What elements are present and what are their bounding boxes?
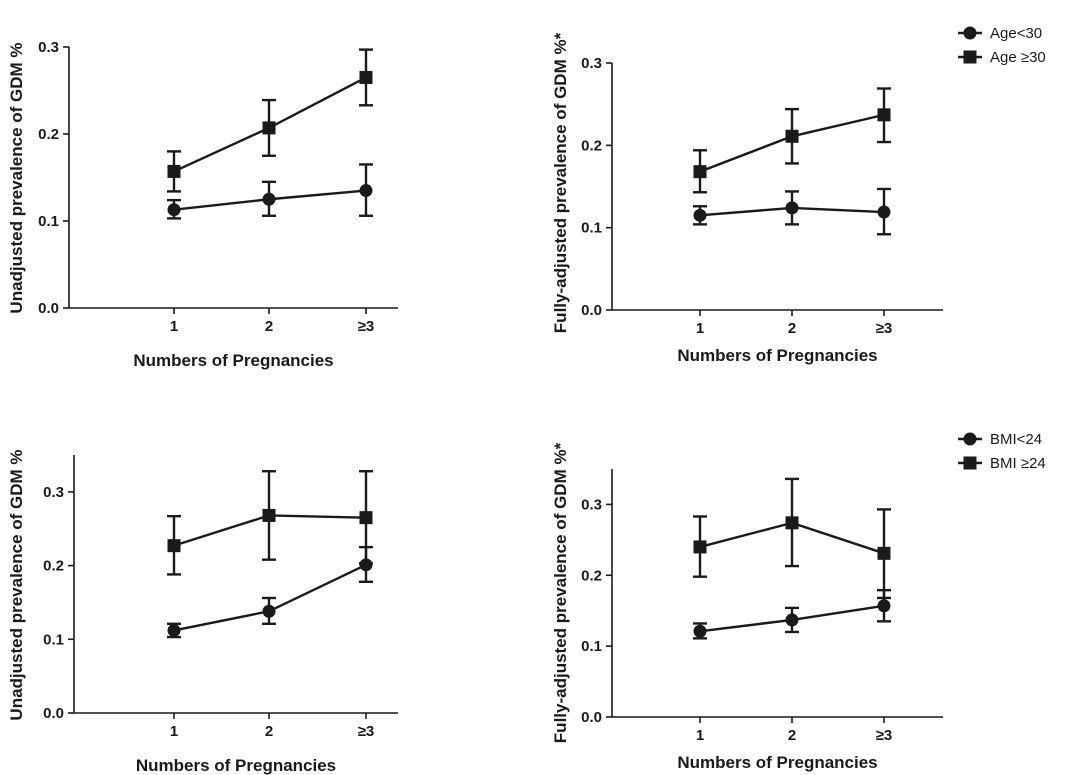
y-tick-label: 0.1	[581, 220, 602, 237]
x-tick-label: 1	[170, 723, 178, 740]
data-point	[785, 201, 799, 215]
data-point	[167, 203, 181, 217]
x-axis-title: Numbers of Pregnancies	[677, 753, 877, 772]
data-point	[167, 164, 181, 178]
x-tick-label: ≥3	[876, 727, 893, 744]
data-point	[877, 108, 891, 122]
legend: BMI<24 BMI ≥24	[958, 431, 1046, 472]
data-point	[359, 70, 373, 84]
data-point	[785, 516, 799, 530]
series-circle	[167, 163, 373, 220]
data-point	[167, 539, 181, 553]
data-point	[693, 208, 707, 222]
series-circle	[167, 545, 373, 639]
legend-label: BMI<24	[990, 431, 1042, 448]
y-tick-label: 0.1	[43, 631, 64, 648]
chart-panel-3: 0.0 0.1 0.2 0.3 1 2 ≥3 Numbers of Pregnancies Un…	[7, 449, 398, 775]
data-point	[693, 540, 707, 554]
y-tick-label: 0.1	[581, 638, 602, 655]
y-tick-label: 0.2	[581, 137, 602, 154]
legend-label: Age ≥30	[990, 49, 1046, 66]
series-circle	[693, 187, 891, 236]
x-tick-label: 1	[170, 318, 178, 335]
y-tick-label: 0.0	[581, 709, 602, 726]
data-point	[785, 129, 799, 143]
legend-marker-circle	[963, 26, 977, 40]
y-tick-label: 0.2	[43, 558, 64, 575]
series-square	[167, 48, 373, 193]
data-point	[359, 184, 373, 198]
chart-panel-4: 0.0 0.1 0.2 0.3 1 2 ≥3 Numbers of Pregnancies Fu…	[551, 431, 1046, 772]
data-point	[877, 546, 891, 560]
series-square	[693, 87, 891, 194]
data-point	[877, 599, 891, 613]
data-point	[262, 604, 276, 618]
series-square	[167, 470, 373, 576]
y-tick-label: 0.0	[38, 300, 59, 317]
legend-label: Age<30	[990, 25, 1042, 42]
x-tick-label: 2	[788, 320, 796, 337]
series-circle	[693, 588, 891, 640]
y-tick-label: 0.3	[43, 484, 64, 501]
y-axis-title: Fully-adjusted prevalence of GDM %*	[551, 442, 570, 743]
legend-label: BMI ≥24	[990, 455, 1046, 472]
y-tick-label: 0.0	[43, 705, 64, 722]
y-axis-title: Unadjusted prevalence of GDM %	[7, 449, 26, 720]
y-axis-title: Unadjusted prevalence of GDM %	[7, 42, 26, 313]
x-tick-label: 1	[696, 320, 704, 337]
x-tick-label: ≥3	[358, 318, 375, 335]
x-tick-label: ≥3	[876, 320, 893, 337]
x-tick-label: 2	[265, 723, 273, 740]
data-point	[877, 205, 891, 219]
data-point	[693, 165, 707, 179]
data-point	[262, 121, 276, 135]
legend-marker-square	[963, 50, 977, 64]
y-tick-label: 0.1	[38, 213, 59, 230]
data-point	[359, 558, 373, 572]
y-tick-label: 0.2	[581, 567, 602, 584]
data-point	[262, 508, 276, 522]
x-axis-title: Numbers of Pregnancies	[677, 346, 877, 365]
x-tick-label: 1	[696, 727, 704, 744]
legend-marker-circle	[963, 432, 977, 446]
y-tick-label: 0.2	[38, 126, 59, 143]
data-point	[262, 192, 276, 206]
y-tick-label: 0.0	[581, 302, 602, 319]
x-tick-label: 2	[788, 727, 796, 744]
x-tick-label: ≥3	[358, 723, 375, 740]
data-point	[359, 511, 373, 525]
y-tick-label: 0.3	[38, 39, 59, 56]
chart-panel-1: 0.0 0.1 0.2 0.3 1 2 ≥3 Numbers of Pregnancies Un…	[7, 39, 398, 370]
y-axis-title: Fully-adjusted prevalence of GDM %*	[551, 32, 570, 333]
series-square	[693, 477, 891, 600]
x-tick-label: 2	[265, 318, 273, 335]
y-tick-label: 0.3	[581, 496, 602, 513]
chart-panel-2: 0.0 0.1 0.2 0.3 1 2 ≥3 Numbers of Pregnancies Fu…	[551, 25, 1046, 365]
legend-marker-square	[963, 456, 977, 470]
y-tick-label: 0.3	[581, 55, 602, 72]
data-point	[785, 613, 799, 627]
x-axis-title: Numbers of Pregnancies	[136, 756, 336, 775]
data-point	[167, 623, 181, 637]
x-axis-title: Numbers of Pregnancies	[133, 351, 333, 370]
data-point	[693, 624, 707, 638]
legend: Age<30 Age ≥30	[958, 25, 1046, 66]
